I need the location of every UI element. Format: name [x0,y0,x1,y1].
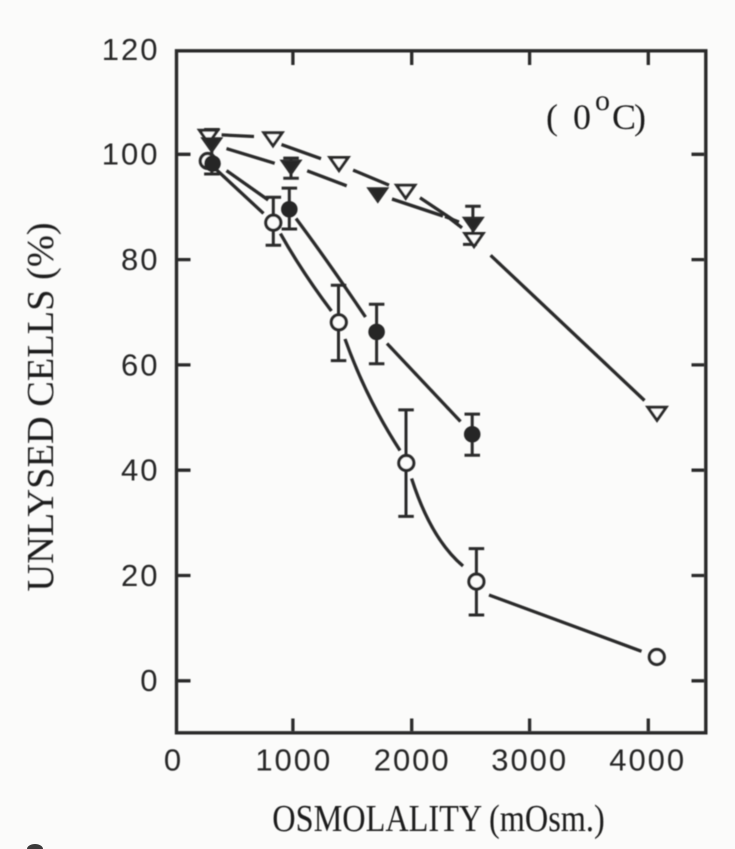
svg-text:80: 80 [121,242,159,277]
svg-text:1000: 1000 [255,743,332,778]
svg-text:2000: 2000 [374,743,451,778]
svg-text:OSMOLALITY (mOsm.): OSMOLALITY (mOsm.) [272,798,604,840]
svg-text:60: 60 [121,347,159,382]
svg-text:40: 40 [121,453,159,488]
svg-text:0: 0 [164,743,183,778]
svg-text:100: 100 [102,137,160,172]
svg-text:0: 0 [573,97,591,137]
svg-text:120: 120 [102,32,160,67]
svg-text:20: 20 [121,558,159,593]
svg-text:4000: 4000 [609,743,686,778]
svg-text:UNLYSED CELLS (%): UNLYSED CELLS (%) [20,222,62,591]
svg-text:3000: 3000 [491,743,568,778]
svg-text:(: ( [546,97,558,137]
svg-text:o: o [595,84,610,117]
svg-text:0: 0 [140,663,159,698]
svg-text:C: C [612,97,636,137]
svg-text:): ) [634,97,646,137]
